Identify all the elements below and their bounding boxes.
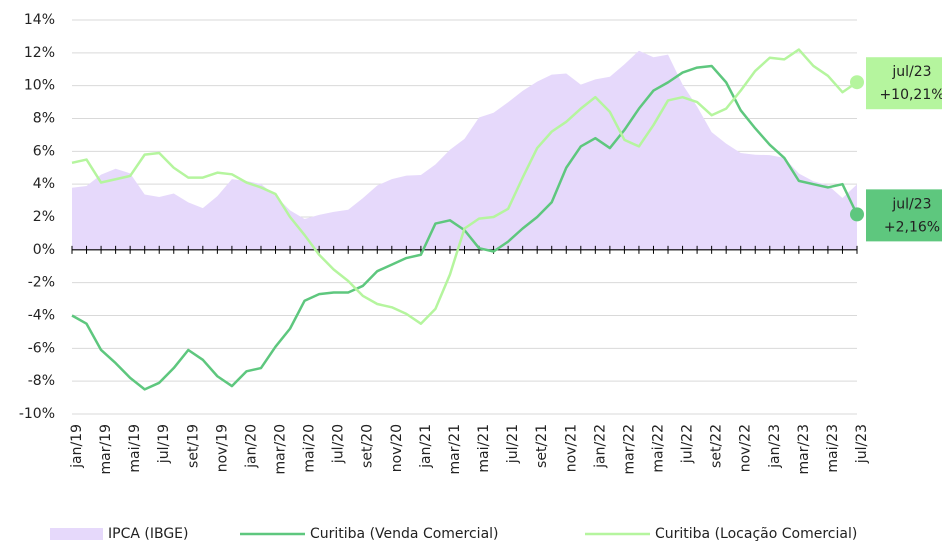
- y-tick-label: -2%: [28, 275, 55, 291]
- y-tick-label: -6%: [28, 340, 55, 356]
- x-tick-label: jul/21: [505, 424, 521, 464]
- y-tick-label: 8%: [33, 111, 55, 127]
- y-tick-label: 0%: [33, 242, 55, 258]
- x-tick-label: set/20: [360, 424, 376, 468]
- legend-swatch: [50, 528, 103, 540]
- x-tick-label: mai/20: [302, 424, 318, 473]
- y-tick-label: -10%: [19, 406, 55, 422]
- annotation-date: jul/23: [891, 196, 931, 212]
- x-tick-label: set/19: [185, 424, 201, 468]
- x-tick-label: nov/19: [214, 424, 230, 472]
- x-tick-label: mar/22: [621, 424, 637, 475]
- y-tick-label: 14%: [24, 12, 55, 28]
- end-dot: [850, 75, 864, 90]
- x-tick-label: jul/19: [156, 424, 172, 464]
- x-tick-label: jan/19: [69, 424, 85, 469]
- legend-label: Curitiba (Venda Comercial): [310, 526, 499, 542]
- y-tick-label: 2%: [33, 209, 55, 225]
- annotation-value: +10,21%: [879, 87, 942, 103]
- x-tick-label: nov/20: [389, 424, 405, 472]
- annotation-date: jul/23: [891, 64, 931, 80]
- x-tick-label: jul/22: [680, 424, 696, 464]
- x-tick-label: jan/20: [243, 424, 259, 469]
- legend-label: IPCA (IBGE): [108, 526, 188, 542]
- y-tick-label: -8%: [28, 373, 55, 389]
- x-tick-label: jan/23: [767, 424, 783, 469]
- x-tick-label: mar/23: [796, 424, 812, 475]
- x-tick-label: jan/22: [592, 424, 608, 469]
- x-tick-label: set/21: [534, 424, 550, 468]
- x-tick-label: mar/20: [273, 424, 289, 475]
- x-tick-label: jul/20: [331, 424, 347, 464]
- x-tick-label: jan/21: [418, 424, 434, 469]
- y-tick-label: 4%: [33, 176, 55, 192]
- x-tick-label: set/22: [709, 424, 725, 468]
- y-tick-label: -4%: [28, 308, 55, 324]
- x-tick-label: mai/23: [825, 424, 841, 473]
- x-tick-label: jul/23: [854, 424, 870, 464]
- annotation-box: [866, 189, 942, 242]
- annotation-box: [866, 57, 942, 110]
- x-tick-label: mai/22: [650, 424, 666, 473]
- x-tick-label: mai/21: [476, 424, 492, 473]
- legend-label: Curitiba (Locação Comercial): [655, 526, 857, 542]
- x-tick-label: mar/21: [447, 424, 463, 475]
- line: [71, 48, 858, 325]
- x-tick-label: nov/22: [738, 424, 754, 472]
- y-tick-label: 6%: [33, 143, 55, 159]
- x-tick-label: mai/19: [127, 424, 143, 473]
- x-tick-label: mar/19: [98, 424, 114, 475]
- x-tick-label: nov/21: [563, 424, 579, 472]
- area: [72, 50, 857, 250]
- end-dot: [850, 207, 864, 222]
- y-tick-label: 12%: [24, 45, 55, 61]
- y-tick-label: 10%: [24, 78, 55, 94]
- annotation-value: +2,16%: [884, 219, 940, 235]
